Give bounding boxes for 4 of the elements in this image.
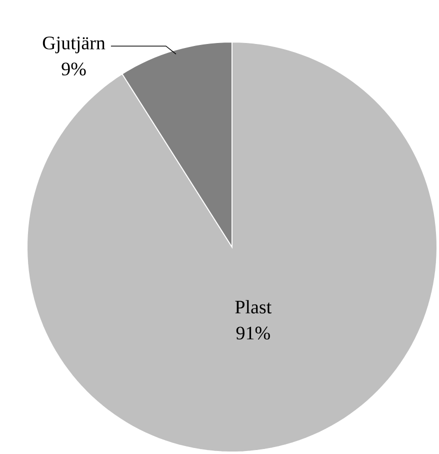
data-label: 9% (62, 62, 86, 76)
slice-label: Plast (235, 300, 272, 314)
slice-label: Gjutjärn (42, 36, 106, 54)
data-label: 91% (236, 326, 270, 340)
